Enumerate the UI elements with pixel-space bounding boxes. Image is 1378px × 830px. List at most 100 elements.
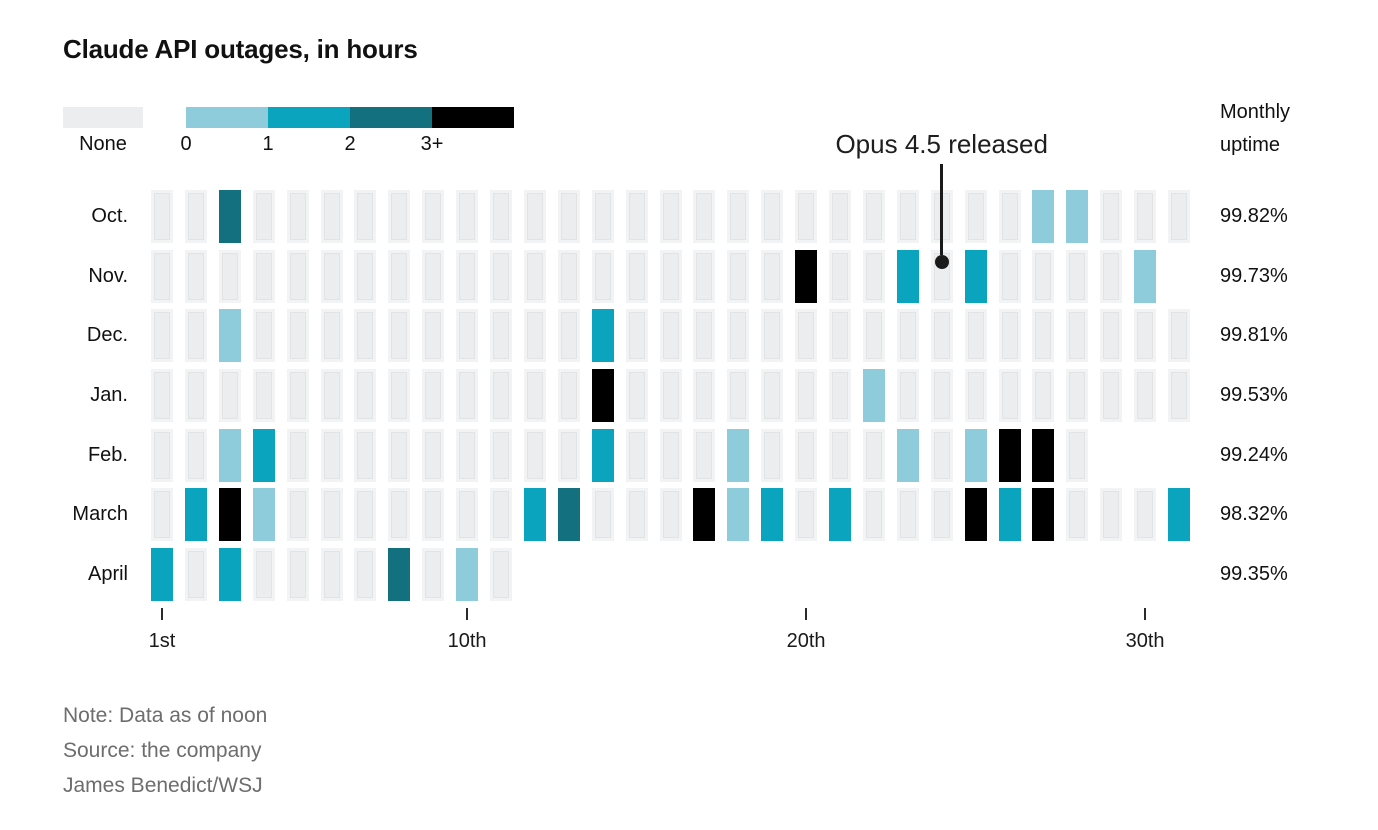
axis-tick [805, 608, 808, 620]
outage-cell [557, 249, 580, 303]
outage-cell [727, 190, 750, 243]
outage-cell [286, 190, 309, 243]
outage-cell [1100, 249, 1123, 303]
uptime-value: 98.32% [1220, 503, 1288, 526]
outage-cell [1168, 368, 1190, 422]
axis-tick [1144, 608, 1147, 620]
outage-cell [693, 190, 716, 243]
outage-cell [320, 309, 343, 363]
outage-cell [625, 249, 648, 303]
outage-cell [693, 249, 716, 303]
outage-cell [320, 190, 343, 243]
outage-cell [252, 368, 275, 422]
axis-tick [466, 608, 469, 620]
uptime-value: 99.53% [1220, 383, 1288, 406]
outage-cell [795, 190, 818, 243]
outage-cell [761, 190, 784, 243]
month-label: Feb. [87, 443, 128, 466]
outage-cell [286, 249, 309, 303]
outage-cell [761, 428, 784, 482]
outage-cell [1066, 309, 1089, 363]
axis-tick-label: 1st [148, 630, 176, 652]
outage-cell [286, 547, 309, 601]
outage-cell [151, 547, 173, 601]
outage-cell [727, 488, 750, 542]
outage-cell [625, 190, 648, 243]
uptime-header-line2: uptime [1220, 134, 1281, 156]
outage-cell [557, 190, 580, 243]
outage-cell [388, 488, 411, 542]
outage-cell [659, 368, 682, 422]
outage-cell [1032, 488, 1055, 542]
outage-cell [862, 488, 885, 542]
outage-cell [456, 428, 479, 482]
outage-cell [456, 249, 479, 303]
outage-cell [388, 547, 411, 601]
legend-segment [186, 107, 268, 128]
outage-cell [218, 547, 241, 601]
outage-cell [1032, 368, 1055, 422]
outage-cell [795, 309, 818, 363]
outage-cell [998, 428, 1021, 482]
outage-cell [591, 428, 614, 482]
axis-tick-label: 20th [786, 630, 826, 652]
outage-cell [1134, 309, 1157, 363]
outage-cell [523, 190, 546, 243]
outage-cell [862, 190, 885, 243]
outage-cell [252, 309, 275, 363]
outage-cell [218, 428, 241, 482]
outage-cell [930, 368, 953, 422]
outage-cell [761, 309, 784, 363]
month-label: Nov. [88, 264, 128, 287]
outage-cell [523, 249, 546, 303]
outage-cell [998, 309, 1021, 363]
outage-cell [523, 368, 546, 422]
outage-cell [151, 249, 173, 303]
outage-cell [896, 309, 919, 363]
outage-cell [184, 547, 207, 601]
outage-cell [964, 249, 987, 303]
outage-cell [896, 249, 919, 303]
uptime-header: Monthly uptime [1220, 96, 1290, 162]
outage-cell [964, 309, 987, 363]
outage-cell [1066, 368, 1089, 422]
outage-cell [964, 190, 987, 243]
outage-cell [795, 368, 818, 422]
footnote-note: Note: Data as of noon [63, 704, 268, 727]
outage-cell [1032, 190, 1055, 243]
outage-cell [930, 488, 953, 542]
outage-cell [320, 368, 343, 422]
outage-cell [862, 368, 885, 422]
uptime-value: 99.81% [1220, 324, 1288, 347]
month-label: Jan. [90, 383, 128, 406]
outage-cell [693, 428, 716, 482]
outage-cell [523, 428, 546, 482]
outage-cell [625, 488, 648, 542]
outage-cell [218, 309, 241, 363]
outage-cell [693, 309, 716, 363]
outage-cell [320, 428, 343, 482]
outage-cell [964, 368, 987, 422]
outage-cell [422, 190, 445, 243]
outage-cell [625, 368, 648, 422]
outage-cell [456, 309, 479, 363]
outage-cell [998, 249, 1021, 303]
outage-cell [184, 190, 207, 243]
outage-cell [557, 428, 580, 482]
outage-cell [422, 368, 445, 422]
outage-cell [1134, 190, 1157, 243]
outage-cell [1066, 428, 1089, 482]
outage-cell [354, 428, 377, 482]
axis-tick-label: 30th [1125, 630, 1165, 652]
legend-segment [432, 107, 514, 128]
outage-cell [320, 488, 343, 542]
outage-cell [184, 309, 207, 363]
outage-cell [320, 547, 343, 601]
outage-cell [964, 488, 987, 542]
outage-cell [761, 488, 784, 542]
outage-cell [964, 428, 987, 482]
outage-cell [286, 368, 309, 422]
outage-cell [862, 428, 885, 482]
outage-cell [490, 249, 512, 303]
outage-cell [1100, 368, 1123, 422]
